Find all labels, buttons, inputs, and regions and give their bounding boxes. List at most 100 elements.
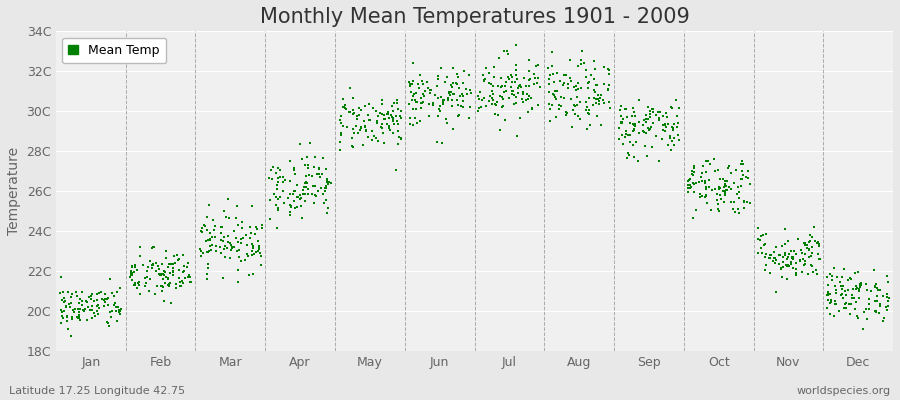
Point xyxy=(731,206,745,212)
Point xyxy=(665,125,680,132)
Point xyxy=(406,60,420,66)
Point xyxy=(96,297,111,304)
Point xyxy=(428,92,443,98)
Point xyxy=(724,186,739,192)
Point xyxy=(808,238,823,245)
Point xyxy=(589,89,603,95)
Point xyxy=(805,234,819,241)
Point xyxy=(695,178,709,184)
Point xyxy=(661,142,675,149)
Point xyxy=(365,105,380,111)
Point xyxy=(711,166,725,173)
Point xyxy=(821,282,835,288)
Point xyxy=(701,184,716,190)
Point xyxy=(698,193,713,199)
Point xyxy=(130,280,145,286)
Point xyxy=(220,214,234,220)
Point xyxy=(505,91,519,98)
Point xyxy=(300,154,314,160)
Point xyxy=(637,116,652,123)
Point xyxy=(784,259,798,266)
Point xyxy=(639,116,653,123)
Point xyxy=(340,123,355,130)
Point xyxy=(652,158,666,164)
Point xyxy=(555,82,570,88)
Point xyxy=(472,88,487,95)
Point xyxy=(462,114,476,121)
Point xyxy=(246,248,260,254)
Point xyxy=(343,108,357,115)
Point xyxy=(354,125,368,131)
Point xyxy=(378,116,392,122)
Point xyxy=(146,262,160,268)
Point xyxy=(320,176,334,183)
Point xyxy=(698,194,712,200)
Point xyxy=(579,98,593,105)
Point xyxy=(447,90,462,97)
Point xyxy=(183,279,197,285)
Point xyxy=(572,63,586,70)
Point xyxy=(567,102,581,108)
Point xyxy=(161,282,176,289)
Point xyxy=(391,97,405,104)
Point xyxy=(112,309,126,315)
Point xyxy=(284,202,298,208)
Point xyxy=(862,306,877,312)
Point xyxy=(380,121,394,127)
Point xyxy=(163,280,177,286)
Point xyxy=(201,261,215,267)
Point xyxy=(688,180,703,186)
Point xyxy=(138,275,152,281)
Point xyxy=(128,282,142,288)
Point xyxy=(495,96,509,102)
Point xyxy=(351,105,365,111)
Point xyxy=(382,125,396,131)
Point xyxy=(393,135,408,142)
Point xyxy=(79,299,94,306)
Point xyxy=(769,289,783,295)
Point xyxy=(639,112,653,118)
Point xyxy=(833,292,848,298)
Point xyxy=(594,122,608,128)
Point xyxy=(580,66,594,73)
Point xyxy=(686,180,700,186)
Point xyxy=(802,247,816,254)
Point xyxy=(320,176,334,182)
Point xyxy=(475,72,490,78)
Point xyxy=(98,291,112,297)
Point xyxy=(224,244,238,250)
Point xyxy=(166,253,181,259)
Point xyxy=(486,97,500,103)
Point xyxy=(626,127,641,134)
Point xyxy=(820,304,834,311)
Point xyxy=(658,128,672,134)
Point xyxy=(615,120,629,126)
Point xyxy=(252,244,266,250)
Point xyxy=(516,89,530,96)
Point xyxy=(57,314,71,321)
Point xyxy=(58,304,73,310)
Point xyxy=(580,85,595,91)
Point xyxy=(128,264,142,270)
Point xyxy=(69,314,84,320)
Point xyxy=(294,194,309,201)
Point xyxy=(493,127,508,133)
Point xyxy=(172,267,186,273)
Point xyxy=(159,274,174,280)
Point xyxy=(506,88,520,94)
Point xyxy=(166,272,181,278)
Point xyxy=(791,236,806,242)
Point xyxy=(830,274,844,280)
Point xyxy=(315,171,329,177)
Point xyxy=(589,95,603,102)
Point xyxy=(687,162,701,169)
Point xyxy=(660,114,674,121)
Point xyxy=(638,142,652,149)
Point xyxy=(455,93,470,99)
Point xyxy=(764,252,778,258)
Point xyxy=(394,114,409,121)
Point xyxy=(209,248,223,254)
Point xyxy=(221,214,236,221)
Point xyxy=(207,223,221,229)
Point xyxy=(406,106,420,112)
